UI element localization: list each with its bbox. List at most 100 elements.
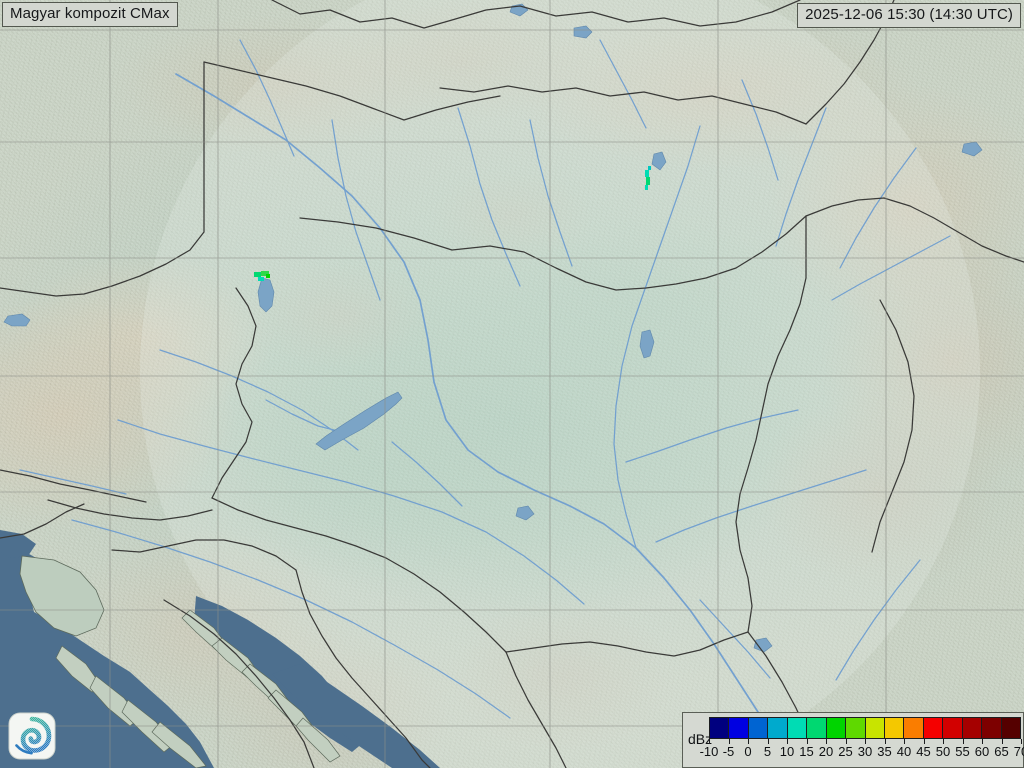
legend-swatch--5-0	[729, 718, 749, 738]
lake-north-1	[573, 25, 593, 39]
river-koros	[625, 409, 799, 463]
adriatic-sea	[0, 545, 214, 768]
river-italy-ne	[19, 469, 127, 495]
legend-swatch-25-30	[846, 718, 866, 738]
legend-tick-label: 45	[916, 744, 931, 759]
lake-balaton	[315, 391, 403, 451]
legend-tick	[962, 739, 964, 744]
radar-echo-layer	[254, 166, 651, 281]
legend-swatch-20-25	[826, 718, 847, 738]
legend-swatch-10-15	[787, 718, 808, 738]
legend-swatch-55-60	[962, 718, 983, 738]
legend-swatch--10--5	[710, 718, 730, 738]
legend-tick-label: 30	[857, 744, 873, 759]
legend-swatch-60-65	[982, 718, 1002, 738]
lake-bodensee	[3, 313, 31, 327]
legend-tick-label: 25	[838, 744, 853, 759]
legend-tick-label: 40	[896, 744, 912, 759]
legend-swatch-45-50	[923, 718, 944, 738]
legend-tick-label: 65	[994, 744, 1009, 759]
legend-tick-label: 0	[744, 744, 752, 759]
legend-tick	[923, 739, 925, 744]
river-vah	[457, 107, 521, 287]
dbz-legend-panel: dBz -10-5 05 10 15 20 25 30 35 40 45 50 55 60 65 70	[682, 712, 1024, 768]
border-at-cz	[203, 61, 501, 121]
river-sava	[71, 519, 511, 719]
legend-tick-label: 50	[935, 744, 951, 759]
product-title-box: Magyar kompozit CMax	[2, 2, 178, 27]
border-de-at	[0, 61, 205, 297]
river-morava	[331, 119, 381, 301]
river-upper-vistula	[599, 39, 647, 129]
timestamp-box: 2025-12-06 15:30 (14:30 UTC)	[797, 3, 1021, 28]
legend-tick-label: 5	[763, 744, 772, 759]
legend-swatch-0-5	[748, 718, 769, 738]
river-drava	[117, 419, 585, 605]
river-east-plain	[699, 599, 771, 679]
legend-tick-label: -10	[699, 744, 719, 759]
river-ne-plain	[741, 79, 779, 181]
border-ro-ua	[805, 197, 1024, 263]
border-hu-at	[211, 287, 257, 499]
trieste-gulf	[0, 530, 36, 558]
legend-tick	[943, 739, 944, 744]
legend-swatch-40-45	[904, 718, 924, 738]
legend-tick	[728, 739, 730, 744]
border-hu-rs	[505, 631, 749, 657]
river-somes	[831, 235, 951, 301]
border-at-si	[47, 499, 213, 521]
lake-reservoir-2	[515, 505, 535, 521]
lake-neusiedl	[257, 277, 275, 313]
legend-swatch-30-35	[865, 718, 885, 738]
border-cz-pl	[271, 0, 801, 29]
legend-swatch-15-20	[807, 718, 827, 738]
legend-tick	[845, 739, 847, 744]
lake-east-1	[961, 141, 983, 157]
river-olt	[835, 559, 921, 681]
river-tributary-ne	[839, 147, 917, 269]
legend-swatch-35-40	[884, 718, 905, 738]
border-it-si	[0, 503, 85, 539]
legend-tick-label: 60	[974, 744, 990, 759]
legend-tick-label: 15	[799, 744, 814, 759]
legend-tick	[787, 739, 788, 744]
legend-tick-labels: -10-5 05 10 15 20 25 30 35 40 45 50 55 60 65 70	[700, 744, 1024, 762]
legend-tick-label: -5	[722, 744, 735, 759]
border-at-it	[0, 469, 147, 503]
legend-tick	[982, 739, 983, 744]
river-san	[775, 107, 827, 247]
legend-tick-label: 55	[955, 744, 970, 759]
river-sio	[391, 441, 463, 507]
border-ro-east	[871, 299, 915, 553]
lake-reservoir-3	[753, 637, 773, 653]
legend-tick-marks	[709, 739, 1022, 745]
legend-unit-label: dBz	[688, 731, 713, 747]
border-si-hr	[111, 539, 297, 571]
legend-color-bar	[709, 717, 1021, 739]
river-bohemia	[239, 39, 295, 157]
sea-layer	[0, 530, 440, 768]
legend-tick	[1021, 739, 1022, 744]
border-pl-sk	[439, 85, 807, 125]
legend-tick-label: 70	[1013, 744, 1024, 759]
river-maros	[655, 469, 867, 543]
lake-layer	[3, 3, 983, 653]
echo-west	[254, 271, 270, 281]
river-tisza	[613, 125, 701, 549]
legend-tick	[904, 739, 905, 744]
border-sk-hu	[299, 215, 807, 291]
hungaromet-logo[interactable]	[8, 712, 56, 760]
legend-swatch-50-55	[943, 718, 963, 738]
legend-tick	[826, 739, 827, 744]
river-zala	[265, 399, 343, 433]
legend-swatch-65-70	[1001, 718, 1020, 738]
legend-tick	[884, 739, 886, 744]
